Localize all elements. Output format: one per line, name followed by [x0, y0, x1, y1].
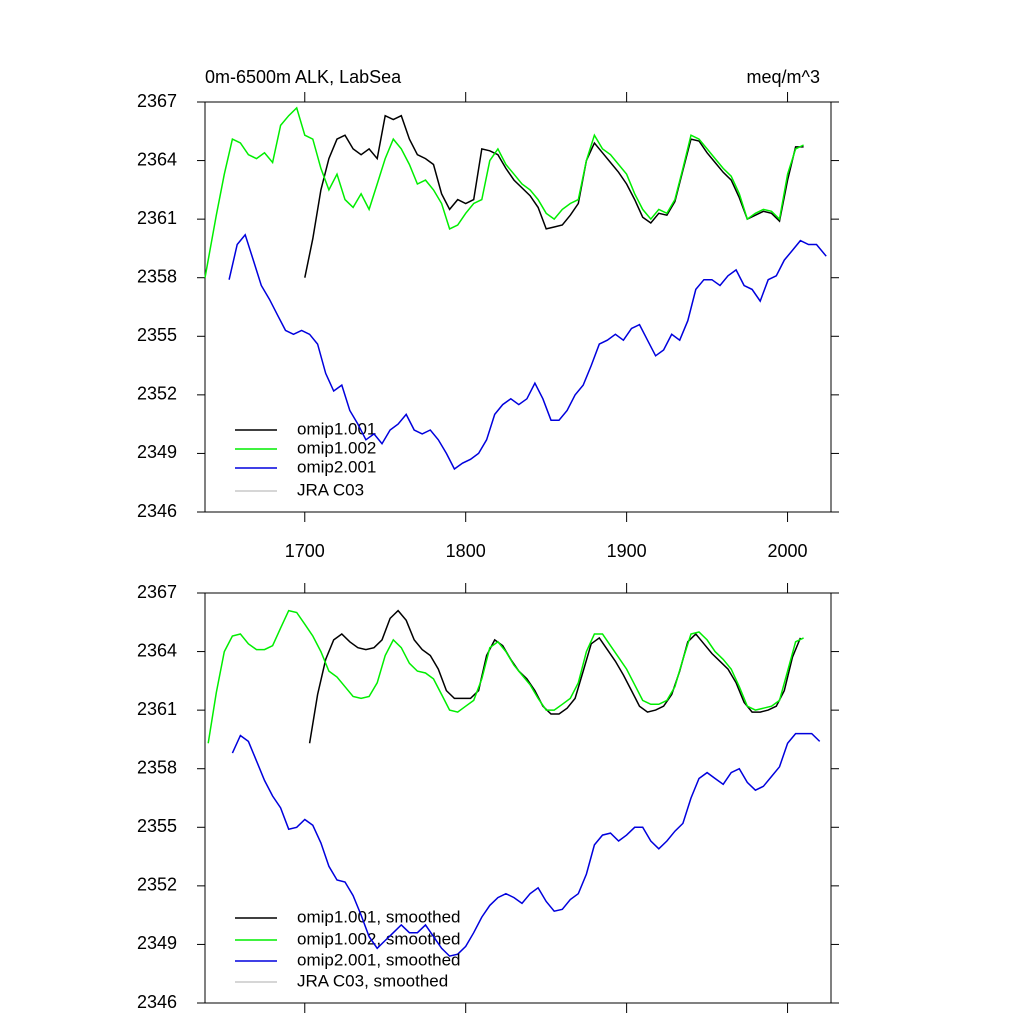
series-line — [207, 609, 804, 744]
legend-label: omip2.001, smoothed — [297, 950, 461, 969]
y-tick-label: 2349 — [137, 933, 177, 953]
y-tick-label: 2352 — [137, 384, 177, 404]
y-tick-label: 2346 — [137, 992, 177, 1012]
y-tick-label: 2346 — [137, 501, 177, 521]
legend-label: omip2.001 — [297, 457, 376, 476]
x-tick-label: 1900 — [607, 541, 647, 561]
y-tick-label: 2361 — [137, 699, 177, 719]
legend-label: omip1.002 — [297, 438, 376, 457]
y-tick-label: 2361 — [137, 208, 177, 228]
units-label: meq/m^3 — [747, 67, 820, 87]
legend-label: JRA C03, smoothed — [297, 971, 448, 990]
legend-label: omip1.001, smoothed — [297, 907, 461, 926]
series-line — [228, 233, 827, 471]
y-tick-label: 2367 — [137, 91, 177, 111]
y-tick-label: 2364 — [137, 149, 177, 169]
y-tick-label: 2352 — [137, 875, 177, 895]
legend-label: JRA C03 — [297, 480, 364, 499]
y-tick-label: 2367 — [137, 582, 177, 602]
legend-label: omip1.002, smoothed — [297, 929, 461, 948]
y-tick-label: 2355 — [137, 325, 177, 345]
series-line — [304, 114, 804, 278]
y-tick-label: 2355 — [137, 816, 177, 836]
series-line — [204, 106, 804, 278]
series-line — [308, 609, 802, 744]
y-tick-label: 2358 — [137, 757, 177, 777]
y-tick-label: 2358 — [137, 266, 177, 286]
y-tick-label: 2364 — [137, 640, 177, 660]
series-line — [231, 732, 821, 957]
y-tick-label: 2349 — [137, 442, 177, 462]
plot-frame — [204, 101, 832, 513]
legend-label: omip1.001 — [297, 419, 376, 438]
chart-title: 0m-6500m ALK, LabSea — [205, 67, 402, 87]
x-tick-label: 2000 — [768, 541, 808, 561]
x-tick-label: 1700 — [285, 541, 325, 561]
plot-frame — [204, 592, 832, 1004]
x-tick-label: 1800 — [446, 541, 486, 561]
